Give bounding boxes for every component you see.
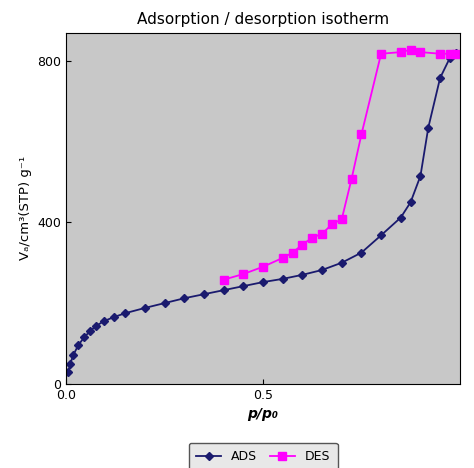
DES <box>339 216 345 222</box>
Title: Adsorption / desorption isotherm: Adsorption / desorption isotherm <box>137 13 389 28</box>
ADS <box>453 50 459 56</box>
ADS <box>162 300 167 306</box>
ADS <box>71 352 76 358</box>
ADS <box>93 323 99 329</box>
ADS <box>280 276 285 282</box>
DES <box>240 271 246 277</box>
ADS <box>408 199 413 205</box>
DES <box>310 235 315 241</box>
ADS <box>75 343 81 348</box>
ADS <box>221 287 227 293</box>
DES <box>418 49 423 55</box>
DES <box>349 176 355 182</box>
DES <box>358 132 364 137</box>
ADS <box>319 267 325 273</box>
Legend: ADS, DES: ADS, DES <box>189 443 337 468</box>
DES <box>378 51 384 57</box>
DES <box>408 47 413 52</box>
ADS <box>418 173 423 179</box>
DES <box>280 255 285 261</box>
ADS <box>65 370 71 375</box>
ADS <box>437 75 443 81</box>
DES <box>290 250 295 256</box>
Line: ADS: ADS <box>65 50 459 376</box>
Line: DES: DES <box>219 45 460 284</box>
DES <box>260 264 266 270</box>
ADS <box>300 272 305 278</box>
ADS <box>260 279 266 285</box>
ADS <box>358 250 364 256</box>
ADS <box>101 318 107 324</box>
ADS <box>142 305 148 311</box>
DES <box>398 49 403 55</box>
DES <box>300 242 305 248</box>
Y-axis label: Vₐ/cm³(STP) g⁻¹: Vₐ/cm³(STP) g⁻¹ <box>19 156 32 260</box>
DES <box>319 231 325 236</box>
ADS <box>182 295 187 301</box>
DES <box>329 221 335 227</box>
DES <box>453 51 459 57</box>
X-axis label: p/p₀: p/p₀ <box>247 407 279 421</box>
ADS <box>426 125 431 131</box>
ADS <box>447 55 453 60</box>
ADS <box>378 233 384 238</box>
ADS <box>201 292 207 297</box>
ADS <box>339 260 345 265</box>
ADS <box>240 283 246 289</box>
ADS <box>87 329 93 334</box>
DES <box>437 51 443 57</box>
DES <box>447 51 453 57</box>
ADS <box>81 335 87 340</box>
ADS <box>122 310 128 316</box>
ADS <box>67 361 73 366</box>
DES <box>221 277 227 283</box>
ADS <box>111 314 117 320</box>
ADS <box>398 215 403 220</box>
